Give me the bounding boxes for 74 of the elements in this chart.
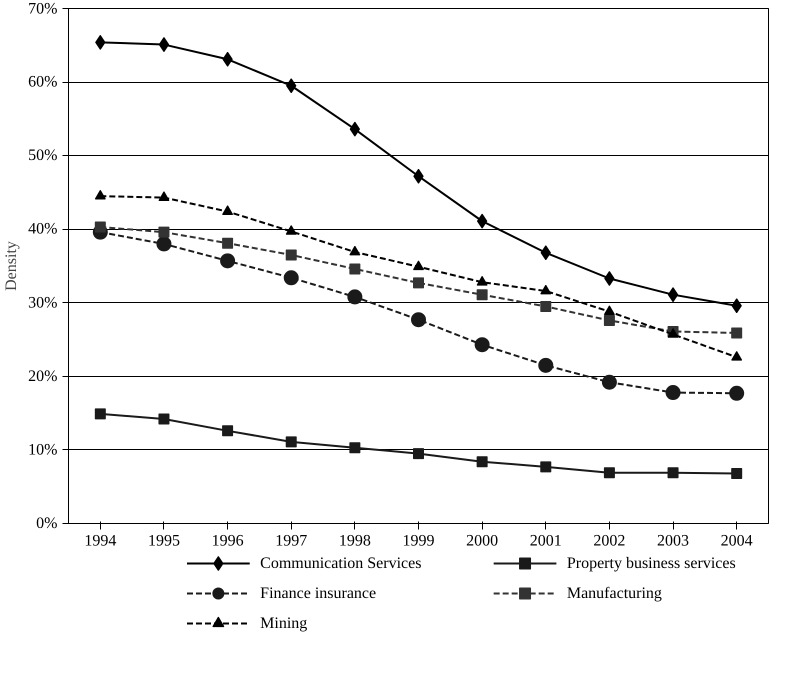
point xyxy=(731,350,742,361)
point xyxy=(413,448,424,460)
x-tick-label: 1996 xyxy=(212,532,244,550)
x-tick-label: 1995 xyxy=(148,532,180,550)
point xyxy=(668,328,679,338)
y-axis-title: Density xyxy=(3,241,20,291)
point xyxy=(222,205,234,215)
y-tick-label: 50% xyxy=(28,147,58,164)
point xyxy=(413,277,424,288)
point xyxy=(538,358,554,373)
point xyxy=(347,289,362,304)
point xyxy=(604,467,615,478)
point xyxy=(156,236,172,252)
point xyxy=(286,225,297,235)
point xyxy=(220,253,236,268)
point xyxy=(731,327,742,338)
point xyxy=(284,270,299,286)
legend-label: Finance insurance xyxy=(260,585,376,602)
point xyxy=(729,386,744,401)
point xyxy=(349,442,360,454)
point xyxy=(731,468,742,479)
x-tick-label: 1997 xyxy=(275,532,308,550)
point xyxy=(604,305,615,315)
y-tick-label: 0% xyxy=(36,515,58,532)
point xyxy=(476,456,488,468)
point xyxy=(604,271,615,286)
point xyxy=(540,284,552,294)
x-tick-label: 1999 xyxy=(402,532,434,550)
point xyxy=(476,214,488,229)
point xyxy=(668,467,679,478)
point xyxy=(94,190,106,200)
x-tick-label: 1994 xyxy=(84,532,116,550)
point xyxy=(158,414,170,425)
point xyxy=(411,312,426,328)
point xyxy=(476,289,488,300)
x-tick-label: 2000 xyxy=(466,532,498,550)
legend-label: Property business services xyxy=(566,555,736,572)
point xyxy=(540,300,552,312)
point xyxy=(476,276,488,286)
point xyxy=(158,191,170,201)
point xyxy=(158,37,170,52)
point xyxy=(604,314,615,326)
x-tick-label: 1998 xyxy=(338,532,371,550)
x-tick-label: 2002 xyxy=(593,532,626,550)
point xyxy=(222,52,233,67)
x-tick-label: 2004 xyxy=(720,532,753,550)
point xyxy=(222,238,234,249)
point xyxy=(413,168,424,184)
point xyxy=(666,385,681,400)
legend-label: Communication Services xyxy=(260,555,422,572)
point xyxy=(349,263,360,274)
point xyxy=(602,374,617,390)
y-tick-label: 20% xyxy=(28,368,58,385)
point xyxy=(668,287,678,302)
point xyxy=(94,222,106,233)
point xyxy=(222,425,234,436)
y-tick-label: 10% xyxy=(28,441,58,458)
legend-label: Manufacturing xyxy=(566,585,662,602)
x-tick-label: 2003 xyxy=(657,532,690,550)
legend-label: Mining xyxy=(260,615,308,632)
x-tick-label: 2001 xyxy=(530,532,562,550)
point xyxy=(350,122,360,137)
y-tick-label: 70% xyxy=(28,0,58,18)
y-tick-label: 40% xyxy=(28,220,58,238)
y-tick-label: 60% xyxy=(28,74,58,91)
point xyxy=(413,260,424,270)
point xyxy=(158,226,170,238)
y-tick-label: 30% xyxy=(28,294,58,312)
point xyxy=(474,337,490,352)
point xyxy=(286,436,297,448)
point xyxy=(349,246,360,256)
point xyxy=(286,249,297,260)
point xyxy=(540,461,552,472)
point xyxy=(94,408,106,420)
